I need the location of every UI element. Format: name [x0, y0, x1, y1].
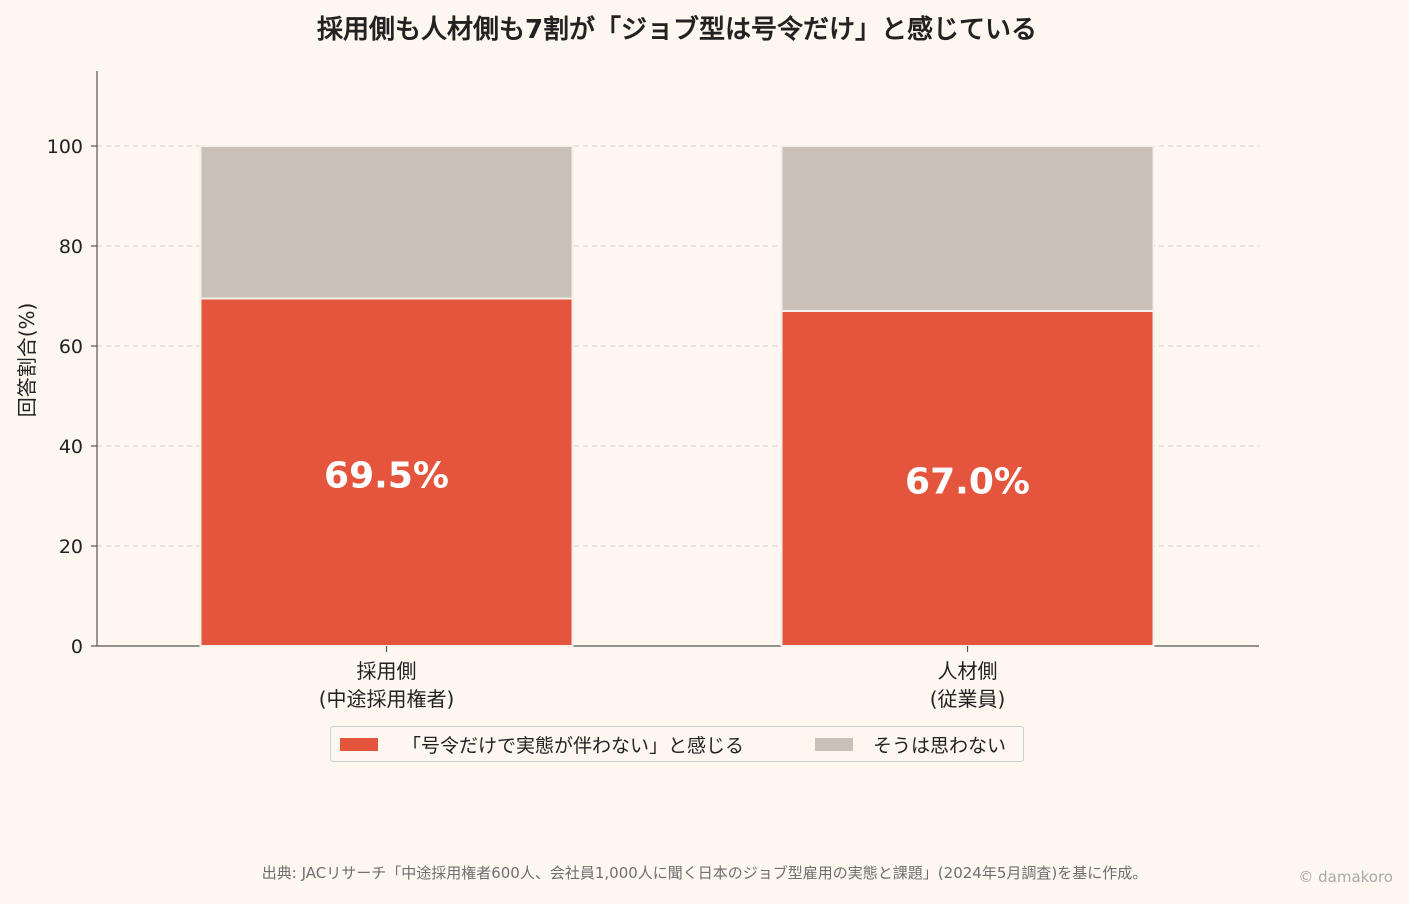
y-tick-label: 80: [59, 236, 83, 258]
bar-disagree: [199, 145, 574, 300]
y-tick-label: 20: [59, 536, 83, 558]
legend-label-disagree: そうは思わない: [873, 734, 1007, 757]
credit: © damakoro: [1298, 868, 1393, 886]
x-tick-label: 採用側: [357, 659, 417, 683]
legend-item-disagree: そうは思わない: [815, 727, 1006, 761]
y-tick-label: 40: [59, 436, 83, 458]
legend-swatch-agree: [340, 737, 378, 751]
bar-agree: [780, 310, 1155, 647]
y-tick-label: 100: [47, 136, 83, 158]
bar-value-label: 69.5%: [324, 455, 449, 496]
legend: 「号令だけで実態が伴わない」と感じる そうは思わない: [330, 726, 1024, 762]
legend-label-agree: 「号令だけで実態が伴わない」と感じる: [402, 734, 745, 757]
y-tick-label: 60: [59, 336, 83, 358]
y-axis-label: 回答割合(%): [15, 303, 39, 418]
y-tick-label: 0: [71, 636, 83, 658]
bar-disagree: [780, 145, 1155, 312]
bar-value-label: 67.0%: [905, 462, 1030, 503]
x-tick-label: 人材側: [938, 659, 998, 683]
legend-swatch-disagree: [815, 737, 853, 751]
x-tick-label: (中途採用権者): [319, 687, 455, 711]
x-tick-label: (従業員): [930, 687, 1006, 711]
source-note: 出典: JACリサーチ「中途採用権者600人、会社員1,000人に聞く日本のジョ…: [261, 864, 1148, 882]
legend-item-agree: 「号令だけで実態が伴わない」と感じる: [340, 727, 744, 761]
chart-title: 採用側も人材側も7割が「ジョブ型は号令だけ」と感じている: [317, 14, 1037, 45]
bar-agree: [199, 297, 574, 647]
chart: 採用側も人材側も7割が「ジョブ型は号令だけ」と感じている 0 20 40 60 80 100…: [15, 14, 1259, 711]
